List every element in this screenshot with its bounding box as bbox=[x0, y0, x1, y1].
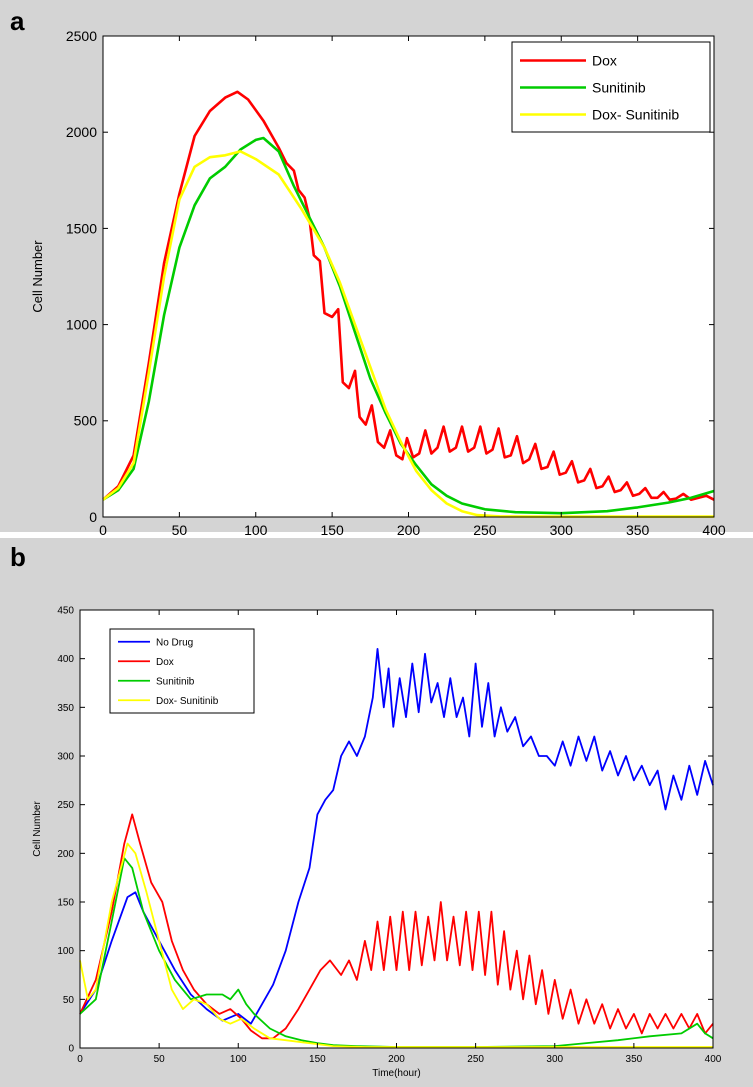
chart-b-y-tick-label-4: 200 bbox=[57, 849, 74, 860]
panel-letter-b: b bbox=[10, 542, 26, 572]
chart-a-x-tick-label-5: 250 bbox=[473, 522, 497, 538]
chart-b-legend-label-3: Dox- Sunitinib bbox=[156, 696, 219, 707]
chart-a-x-tick-label-2: 100 bbox=[244, 522, 268, 538]
chart-b-x-tick-label-8: 400 bbox=[705, 1054, 722, 1065]
chart-b-x-tick-label-7: 350 bbox=[626, 1054, 643, 1065]
chart-b-x-tick-label-1: 50 bbox=[154, 1054, 166, 1065]
chart-b-y-tick-label-6: 300 bbox=[57, 752, 74, 763]
chart-a-x-tick-label-0: 0 bbox=[99, 522, 107, 538]
chart-a-x-tick-label-1: 50 bbox=[172, 522, 188, 538]
chart-b-y-tick-label-8: 400 bbox=[57, 654, 74, 665]
chart-b-y-tick-label-7: 350 bbox=[57, 703, 74, 714]
chart-a-legend-label-2: Dox- Sunitinib bbox=[592, 106, 679, 122]
chart-b-y-tick-label-9: 450 bbox=[57, 606, 74, 617]
chart-b-y-tick-label-1: 50 bbox=[63, 995, 75, 1006]
panel-a: a 0 50 100 150 200 250 300 350 400 0 500 1000 1500 20… bbox=[0, 0, 753, 555]
chart-b-svg: b 0 50 100 150 200 250 300 350 400 0 50 100 150 200 25… bbox=[10, 542, 722, 1079]
chart-b-series-0-line bbox=[79, 648, 714, 1025]
chart-a-y-axis-title: Cell Number bbox=[30, 240, 45, 313]
chart-a-x-tick-label-8: 400 bbox=[702, 522, 726, 538]
chart-b-x-tick-label-0: 0 bbox=[77, 1054, 83, 1065]
chart-a-y-tick-label-3: 1500 bbox=[66, 220, 97, 236]
panel-b: b 0 50 100 150 200 250 300 350 400 0 50 100 150 200 25… bbox=[0, 538, 753, 1087]
panel-letter-a: a bbox=[10, 6, 25, 36]
chart-b-x-tick-label-6: 300 bbox=[546, 1054, 563, 1065]
chart-a-x-tick-label-3: 150 bbox=[320, 522, 344, 538]
chart-a-series-2-line bbox=[102, 150, 714, 518]
chart-b-y-tick-label-5: 250 bbox=[57, 800, 74, 811]
chart-a-y-tick-label-1: 500 bbox=[74, 413, 98, 429]
chart-b-series-1-line bbox=[79, 813, 714, 1040]
chart-b-x-tick-label-4: 200 bbox=[388, 1054, 405, 1065]
chart-b-x-axis-title: Time(hour) bbox=[372, 1068, 421, 1079]
chart-b-legend-label-2: Sunitinib bbox=[156, 676, 195, 687]
chart-b-legend bbox=[109, 628, 255, 714]
chart-a-series-0-line bbox=[102, 90, 715, 501]
chart-b-y-tick-label-3: 150 bbox=[57, 898, 74, 909]
chart-a-y-tick-label-5: 2500 bbox=[66, 28, 97, 44]
chart-b-y-tick-label-2: 100 bbox=[57, 946, 74, 957]
chart-b-legend-label-0: No Drug bbox=[156, 637, 193, 648]
chart-a-y-tick-label-4: 2000 bbox=[66, 124, 97, 140]
chart-a-y-tick-label-2: 1000 bbox=[66, 317, 97, 333]
chart-b-x-tick-label-2: 100 bbox=[230, 1054, 247, 1065]
chart-a-x-tick-label-7: 350 bbox=[626, 522, 650, 538]
chart-b-x-tick-label-3: 150 bbox=[309, 1054, 326, 1065]
chart-b-y-tick-label-0: 0 bbox=[68, 1044, 74, 1055]
chart-a-y-tick-label-0: 0 bbox=[89, 509, 97, 525]
chart-b-legend-label-1: Dox bbox=[156, 657, 174, 668]
chart-a-svg: a 0 50 100 150 200 250 300 350 400 0 500 1000 1500 20… bbox=[10, 6, 726, 555]
chart-b-series-3-line bbox=[79, 842, 713, 1048]
chart-a-legend-label-1: Sunitinib bbox=[592, 79, 646, 95]
chart-a-x-tick-label-4: 200 bbox=[397, 522, 421, 538]
chart-b-y-axis-title: Cell Number bbox=[32, 801, 43, 857]
chart-b-x-tick-label-5: 250 bbox=[467, 1054, 484, 1065]
chart-b-series-2-line bbox=[79, 857, 714, 1048]
chart-a-x-tick-label-6: 300 bbox=[550, 522, 574, 538]
chart-a-legend-label-0: Dox bbox=[592, 52, 617, 68]
